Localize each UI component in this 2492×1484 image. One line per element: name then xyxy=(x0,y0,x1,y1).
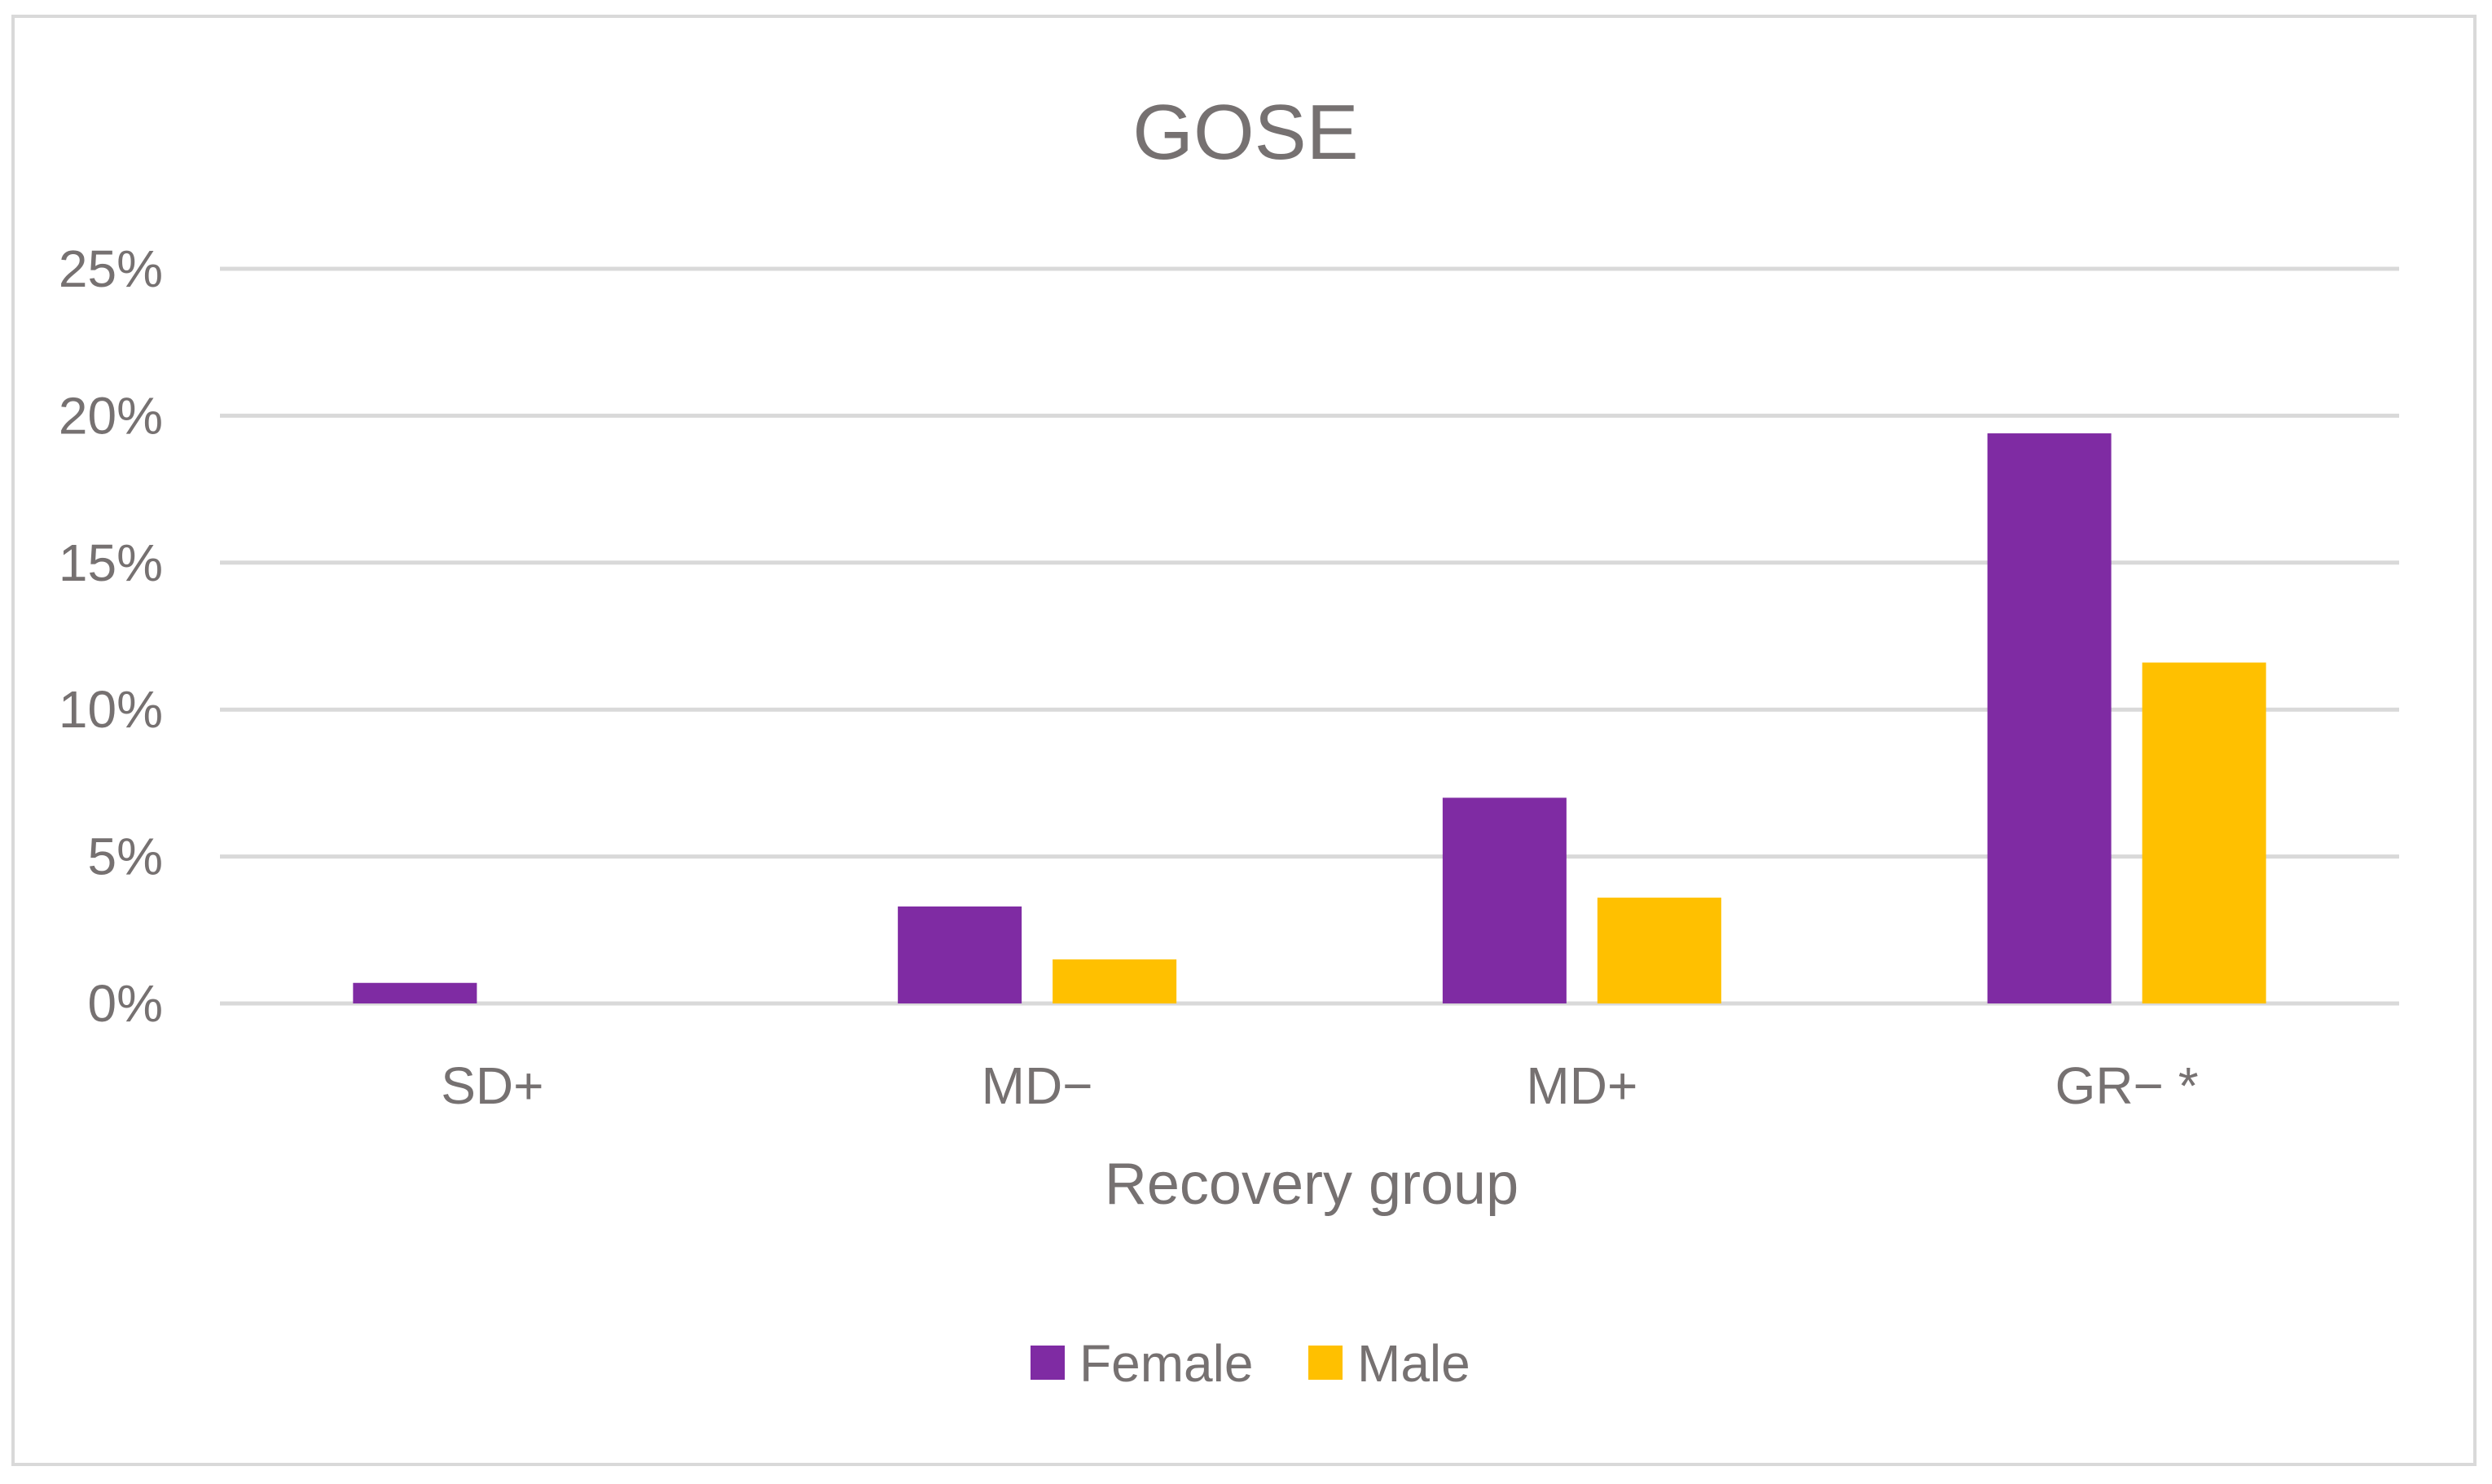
chart-title: GOSE xyxy=(1132,89,1358,176)
y-axis-ticks: 0% 5% 10% 15% 20% 25% xyxy=(59,239,163,1033)
y-tick-label: 20% xyxy=(59,386,163,445)
x-category-label: SD+ xyxy=(441,1056,543,1115)
bar-female-1 xyxy=(898,906,1022,1003)
y-tick-label: 5% xyxy=(88,828,164,886)
legend-swatch-female xyxy=(1031,1346,1065,1380)
y-tick-label: 25% xyxy=(59,239,163,298)
bar-male-2 xyxy=(1597,898,1721,1003)
legend-label-male: Male xyxy=(1357,1334,1470,1393)
bar-female-3 xyxy=(1987,433,2112,1003)
x-category-label: MD− xyxy=(982,1056,1093,1115)
legend-swatch-male xyxy=(1308,1346,1343,1380)
legend-label-female: Female xyxy=(1079,1334,1253,1393)
legend: Female Male xyxy=(1031,1334,1470,1393)
x-axis-categories: SD+ MD− MD+ GR− * xyxy=(441,1056,2198,1115)
x-category-label: MD+ xyxy=(1526,1056,1637,1115)
bar-male-3 xyxy=(2142,662,2266,1003)
y-tick-label: 15% xyxy=(59,533,163,592)
bar-male-1 xyxy=(1053,959,1177,1003)
y-tick-label: 0% xyxy=(88,974,164,1033)
bar-female-0 xyxy=(353,982,477,1003)
y-tick-label: 10% xyxy=(59,680,163,739)
bars xyxy=(353,433,2266,1003)
x-axis-title: Recovery group xyxy=(1105,1152,1518,1217)
bar-female-2 xyxy=(1442,797,1567,1003)
x-category-label: GR− * xyxy=(2055,1056,2199,1115)
